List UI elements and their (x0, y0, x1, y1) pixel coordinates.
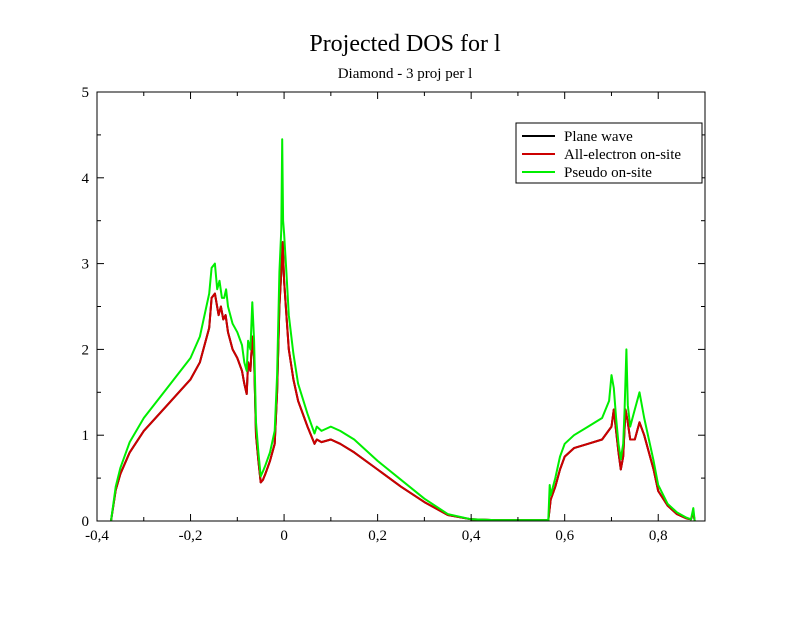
y-tick-label: 2 (82, 342, 90, 358)
y-tick-label: 0 (82, 514, 90, 530)
x-tick-label: 0,4 (462, 528, 481, 544)
chart-title: Projected DOS for l (309, 31, 501, 57)
legend-label-1: All-electron on-site (564, 147, 681, 163)
series-layer (110, 138, 696, 522)
series-line-2 (110, 138, 696, 522)
x-tick-label: 0,2 (368, 528, 387, 544)
x-tick-label: 0,8 (649, 528, 668, 544)
y-tick-label: 4 (82, 171, 90, 187)
x-tick-label: 0,6 (555, 528, 574, 544)
y-tick-label: 5 (82, 85, 90, 101)
chart-subtitle: Diamond - 3 proj per l (338, 66, 473, 82)
axis-ticks: -0,4 -0,2 0 0,2 0,4 0,6 0,8 0 1 2 3 4 5 (82, 85, 705, 544)
series-line-0 (110, 241, 696, 522)
legend-label-2: Pseudo on-site (564, 165, 652, 181)
series-line-1 (110, 241, 696, 522)
legend: Plane wave All-electron on-site Pseudo on-… (515, 122, 703, 184)
x-tick-label: -0,2 (179, 528, 203, 544)
y-tick-label: 3 (82, 257, 90, 273)
y-tick-label: 1 (82, 428, 90, 444)
legend-label-0: Plane wave (564, 129, 633, 145)
x-tick-label: 0 (280, 528, 288, 544)
x-tick-label: -0,4 (85, 528, 109, 544)
